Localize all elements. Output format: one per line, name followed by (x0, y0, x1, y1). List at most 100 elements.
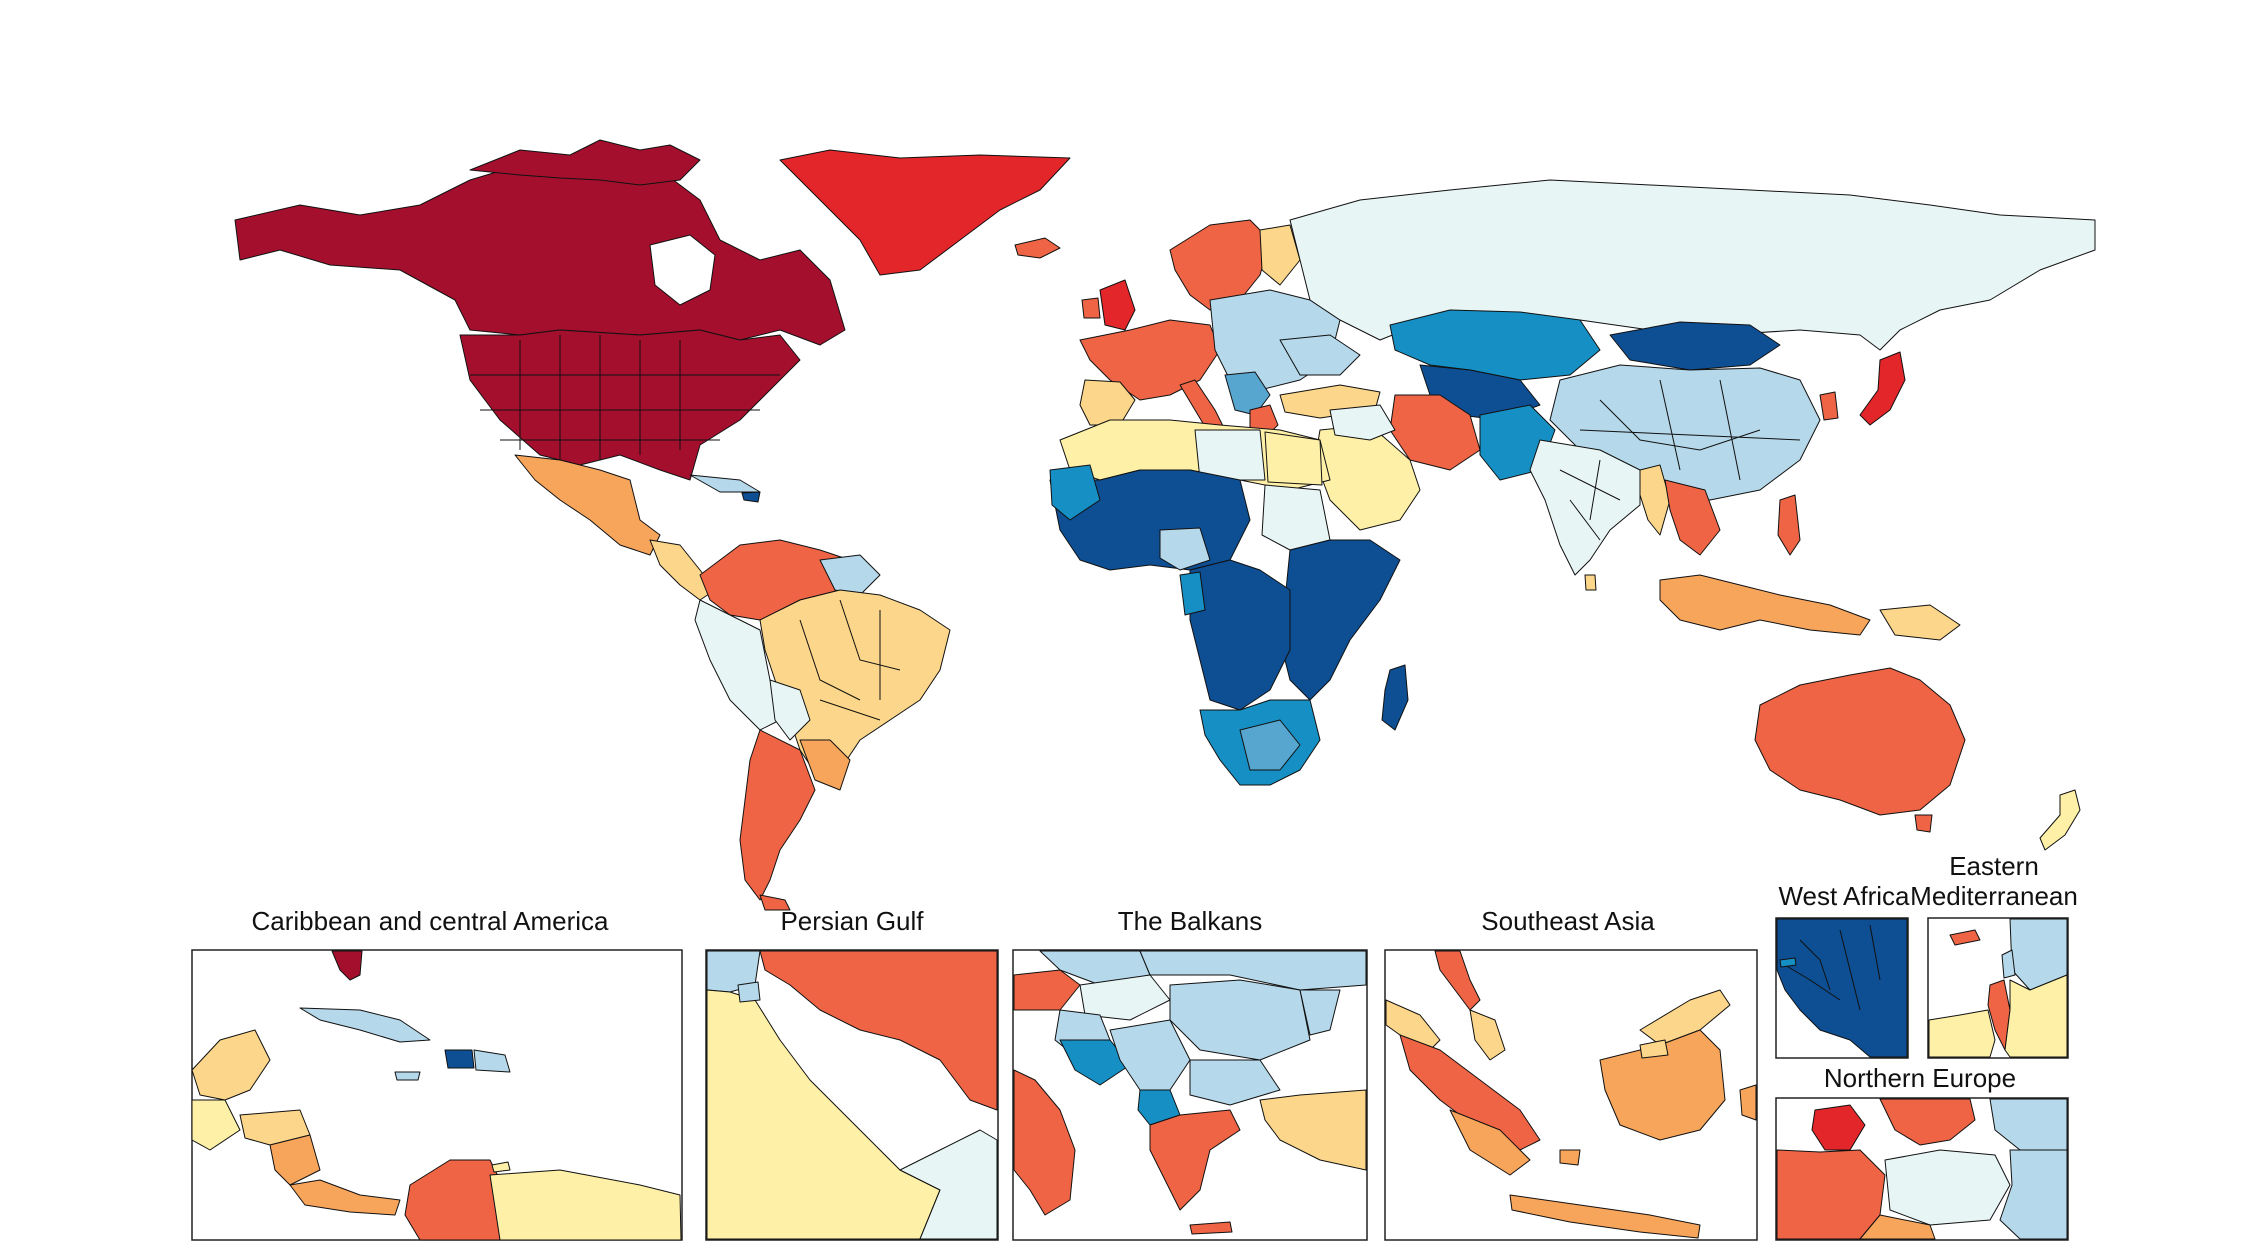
region-balkans-main (1224, 371, 1271, 416)
region-greenland (779, 149, 1071, 276)
region-bolivia (769, 679, 811, 741)
inset-caribbean-dominican-republic (473, 1049, 511, 1073)
region-indochina (1664, 479, 1721, 556)
inset-caribbean-florida (331, 950, 363, 981)
inset-southeast-asia-title: Southeast Asia (1481, 906, 1655, 936)
inset-caribbean-nicaragua (269, 1134, 321, 1186)
inset-sea-sumatra (1399, 1034, 1541, 1151)
region-canada-islands (469, 139, 701, 186)
inset-northern-europe-germany (1776, 1149, 1886, 1240)
region-ecuador-peru (694, 599, 781, 731)
inset-caribbean-venezuela (489, 1169, 682, 1241)
region-canada (234, 159, 846, 346)
region-levant-iraq (1329, 404, 1396, 441)
inset-eastern-med-cyprus (1949, 929, 1981, 946)
region-usa-states (470, 335, 780, 460)
inset-balkans-austria (1013, 969, 1081, 1011)
inset-sea-brunei-sarawak (1639, 1039, 1669, 1059)
inset-west-africa: West Africa (1775, 881, 1910, 1059)
region-british-isles (1099, 279, 1136, 331)
region-australia (1754, 667, 1966, 816)
inset-eastern-med: Eastern Mediterranean (1910, 851, 2078, 1059)
region-mexico (514, 454, 661, 556)
region-usa (459, 329, 801, 481)
inset-west-africa-countries (1776, 918, 1908, 1058)
inset-persian-gulf-kuwait (737, 981, 761, 1003)
region-libya-egypt (1194, 429, 1266, 481)
region-scandinavia (1169, 219, 1271, 311)
inset-persian-gulf: Persian Gulf (705, 906, 999, 1241)
inset-sea-sulawesi-edge (1739, 1084, 1757, 1121)
inset-persian-gulf-qatar-uae (899, 1129, 998, 1240)
region-central-america (649, 539, 716, 601)
inset-balkans-turkey (1259, 1089, 1367, 1171)
inset-caribbean-haiti (444, 1049, 475, 1069)
region-western-europe (1079, 319, 1221, 401)
inset-northern-europe-poland (1884, 1149, 2011, 1226)
region-argentina-chile (739, 729, 816, 901)
inset-west-africa-gambia (1779, 957, 1797, 968)
main-world-map (234, 139, 2096, 911)
region-guianas (819, 554, 881, 596)
region-sri-lanka (1584, 574, 1597, 591)
inset-balkans-moldova (1299, 989, 1341, 1036)
inset-northern-europe-sweden-norway (1879, 1098, 1976, 1146)
region-myanmar (1639, 464, 1671, 536)
inset-balkans-italy (1013, 1069, 1076, 1216)
region-japan (1859, 351, 1906, 426)
inset-west-africa-title: West Africa (1778, 881, 1910, 911)
region-mongolia (1609, 321, 1781, 371)
inset-sea-borneo (1599, 1029, 1726, 1141)
region-ukraine (1279, 334, 1361, 376)
inset-northern-europe-czechia (1859, 1214, 1936, 1240)
region-nigeria (1159, 527, 1211, 571)
region-tierra-del-fuego (759, 894, 791, 911)
inset-sea-malaysia-peninsula (1469, 1009, 1506, 1061)
inset-northern-europe-belarus (1999, 1149, 2068, 1240)
inset-caribbean-cuba (299, 1007, 431, 1043)
region-papua (1879, 604, 1961, 641)
region-mauritania (1049, 464, 1101, 521)
region-central-africa (1189, 559, 1291, 711)
inset-caribbean: Caribbean and central America (191, 906, 683, 1241)
region-tasmania (1914, 814, 1933, 833)
region-iran (1389, 394, 1481, 471)
inset-eastern-med-title-line2: Mediterranean (1910, 881, 2078, 911)
inset-eastern-med-lebanon (2001, 949, 2016, 979)
inset-balkans-greece (1149, 1109, 1241, 1211)
region-ireland (1081, 297, 1101, 319)
inset-sea-java (1509, 1194, 1701, 1239)
region-china-provinces (1579, 379, 1801, 481)
inset-persian-gulf-iran (759, 950, 998, 1111)
region-haiti (741, 491, 761, 503)
inset-northern-europe-title: Northern Europe (1824, 1063, 2016, 1093)
region-india (1529, 439, 1641, 576)
region-korea (1819, 391, 1839, 421)
inset-balkans: The Balkans (1012, 906, 1368, 1241)
inset-balkans-romania (1169, 979, 1311, 1061)
region-sudan (1261, 484, 1331, 551)
region-kazakhstan (1389, 309, 1601, 381)
inset-sea-bangka (1559, 1149, 1581, 1166)
inset-eastern-med-egypt-sinai (1928, 1009, 1996, 1058)
inset-caribbean-title: Caribbean and central America (252, 906, 610, 936)
inset-balkans-title: The Balkans (1118, 906, 1263, 936)
region-east-africa (1279, 539, 1401, 701)
inset-balkans-crete (1189, 1221, 1233, 1235)
region-hudson-bay (649, 234, 716, 306)
inset-sea-sumatra-south (1449, 1109, 1531, 1176)
inset-balkans-bosnia (1059, 1039, 1131, 1086)
region-new-zealand (2039, 789, 2081, 851)
region-cuba (689, 474, 761, 493)
region-south-africa-detail (1239, 719, 1301, 771)
inset-eastern-med-jordan (2004, 974, 2068, 1058)
inset-balkans-hungary (1079, 974, 1171, 1021)
region-philippines (1777, 494, 1801, 556)
region-malaysia-indonesia (1659, 574, 1871, 636)
inset-west-africa-borders (1784, 924, 1881, 1011)
region-india-states (1559, 459, 1621, 541)
inset-caribbean-costa-rica-panama (289, 1179, 401, 1216)
region-gabon-congo (1179, 571, 1206, 616)
region-finland (1259, 224, 1301, 286)
